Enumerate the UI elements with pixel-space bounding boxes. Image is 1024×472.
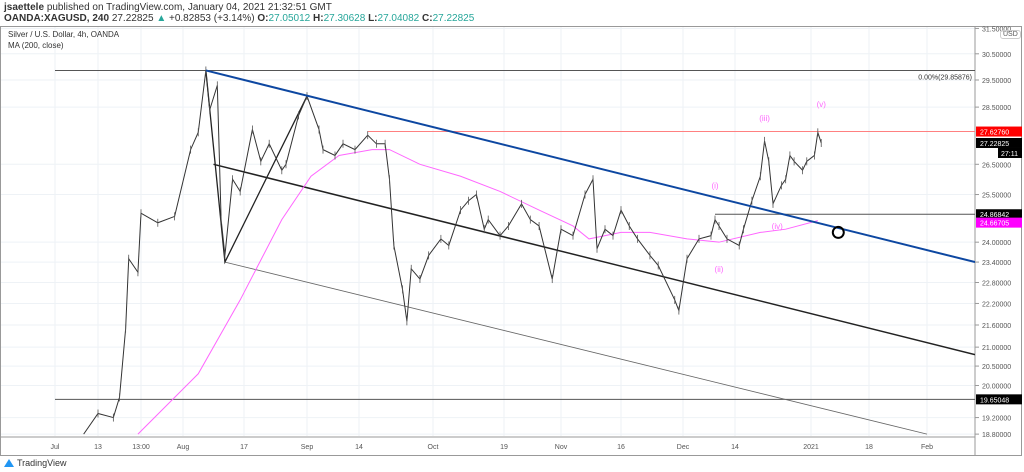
resistance-price-label: 27.62760 bbox=[980, 130, 1009, 137]
y-tick-label: 21.00000 bbox=[982, 345, 1011, 352]
x-tick-label: Dec bbox=[677, 444, 690, 451]
wave-label: (iv) bbox=[772, 222, 783, 231]
x-tick-label: Jul bbox=[51, 444, 60, 451]
y-tick-label: 22.20000 bbox=[982, 301, 1011, 308]
h-label: H: bbox=[313, 13, 324, 24]
legend-title: Silver / U.S. Dollar, 4h, OANDA bbox=[8, 30, 120, 39]
currency-badge[interactable]: USD bbox=[1000, 30, 1021, 39]
symbol: OANDA:XAGUSD, 240 bbox=[4, 13, 110, 24]
y-tick-label: 25.50000 bbox=[982, 193, 1011, 200]
x-tick-label: 18 bbox=[865, 444, 873, 451]
countdown-bg bbox=[998, 147, 1022, 158]
x-tick-label: 2021 bbox=[803, 444, 819, 451]
wave-label: (i) bbox=[711, 181, 718, 190]
l-label: L: bbox=[368, 13, 378, 24]
y-tick-label: 21.60000 bbox=[982, 323, 1011, 330]
channel-mid-line bbox=[213, 163, 975, 356]
x-tick-label: Sep bbox=[301, 444, 314, 451]
chart-frame bbox=[0, 26, 1022, 456]
x-tick-label: 14 bbox=[731, 444, 739, 451]
publisher[interactable]: jsaettele bbox=[4, 2, 45, 13]
ma-price-label: 24.66705 bbox=[980, 221, 1009, 228]
high-value: 27.30628 bbox=[323, 13, 366, 24]
y-tick-label: 30.50000 bbox=[982, 52, 1011, 59]
last-price-label-bg bbox=[976, 137, 1022, 148]
close-value: 27.22825 bbox=[432, 13, 475, 24]
x-tick-label: 16 bbox=[617, 444, 625, 451]
y-tick-label: 23.40000 bbox=[982, 260, 1011, 267]
level-price-label: 24.86842 bbox=[980, 212, 1009, 219]
resistance-price-label-bg bbox=[976, 126, 1022, 137]
legend-ma[interactable]: MA (200, close) bbox=[8, 41, 64, 50]
o-label: O: bbox=[257, 13, 269, 24]
x-tick-label: Oct bbox=[428, 444, 439, 451]
fib-level-label: 0.00%(29.85876) bbox=[918, 74, 972, 81]
c-label: C: bbox=[422, 13, 433, 24]
up-arrow-icon: ▲ bbox=[156, 13, 167, 24]
x-tick-label: 19 bbox=[500, 444, 508, 451]
price-line bbox=[83, 70, 822, 435]
last-price-label: 27.22825 bbox=[980, 141, 1009, 148]
y-tick-label: 24.00000 bbox=[982, 240, 1011, 247]
wave-label: (iii) bbox=[759, 114, 770, 123]
last-price: 27.22825 bbox=[111, 13, 154, 24]
published-text: published on TradingView.com, January 04… bbox=[46, 2, 332, 13]
x-tick-label: 13 bbox=[94, 444, 102, 451]
level-price-label-bg bbox=[976, 209, 1022, 220]
x-tick-label: 17 bbox=[240, 444, 248, 451]
wave-label: (v) bbox=[817, 100, 827, 109]
channel-lower-line bbox=[224, 261, 928, 435]
open-value: 27.05012 bbox=[268, 13, 311, 24]
y-tick-label: 20.50000 bbox=[982, 364, 1011, 371]
y-tick-label: 22.80000 bbox=[982, 280, 1011, 287]
wave-label: (ii) bbox=[715, 265, 724, 274]
zigzag-line bbox=[205, 70, 308, 265]
publish-info: jsaettele published on TradingView.com, … bbox=[4, 2, 332, 13]
x-tick-label: Aug bbox=[177, 444, 190, 451]
target-circle bbox=[831, 225, 845, 239]
y-tick-label: 29.50000 bbox=[982, 78, 1011, 85]
ma200-line bbox=[137, 149, 818, 435]
y-tick-label: 26.50000 bbox=[982, 162, 1011, 169]
y-tick-label: 18.80000 bbox=[982, 432, 1011, 439]
y-tick-label: 20.00000 bbox=[982, 383, 1011, 390]
x-tick-label: 14 bbox=[355, 444, 363, 451]
y-tick-label: 19.20000 bbox=[982, 416, 1011, 423]
low-value: 27.04082 bbox=[377, 13, 420, 24]
plot-area bbox=[55, 66, 975, 435]
countdown-label: 27:11 bbox=[1001, 151, 1018, 158]
support-price-label: 19.65048 bbox=[980, 397, 1009, 404]
brand-text: TradingView bbox=[17, 458, 67, 468]
tradingview-logo[interactable]: TradingView bbox=[4, 458, 67, 468]
ohlc-bar: OANDA:XAGUSD, 240 27.22825 ▲ +0.82853 (+… bbox=[4, 13, 474, 24]
x-tick-label: 13:00 bbox=[132, 444, 150, 451]
ma-price-label-bg bbox=[976, 217, 1022, 228]
change: +0.82853 (+3.14%) bbox=[169, 13, 255, 24]
x-tick-label: Feb bbox=[921, 444, 933, 451]
x-tick-label: Nov bbox=[555, 444, 568, 451]
y-tick-label: 31.50000 bbox=[982, 26, 1011, 33]
y-tick-label: 28.50000 bbox=[982, 105, 1011, 112]
tradingview-icon bbox=[4, 459, 14, 467]
upper-trendline bbox=[205, 69, 975, 264]
support-price-label-bg bbox=[976, 394, 1022, 405]
